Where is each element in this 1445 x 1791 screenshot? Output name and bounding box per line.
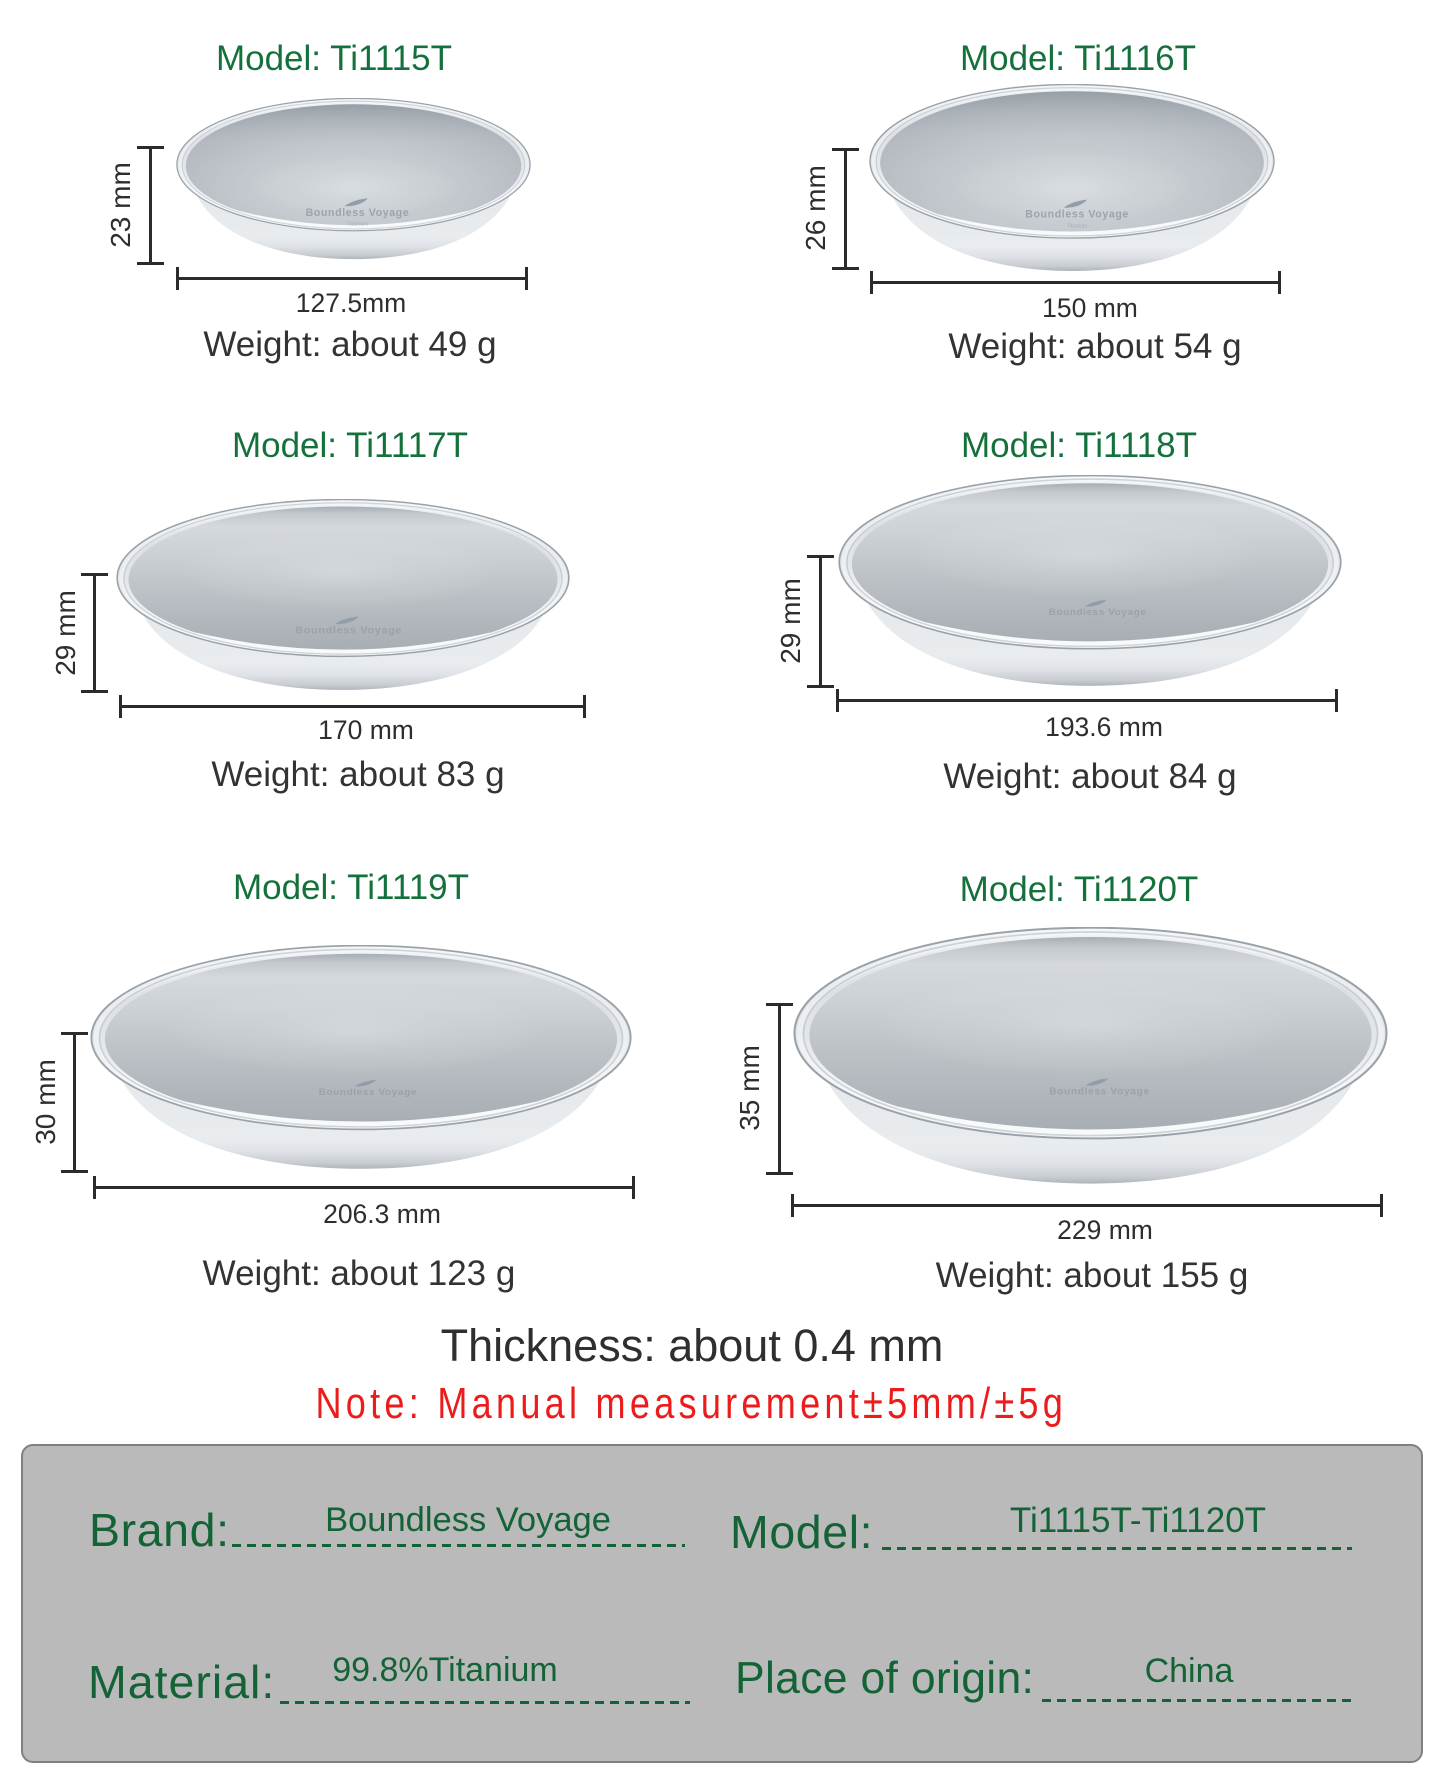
svg-text:Boundless Voyage: Boundless Voyage	[319, 1087, 417, 1098]
svg-text:Boundless Voyage: Boundless Voyage	[295, 625, 402, 637]
svg-text:Titanium: Titanium	[338, 638, 360, 644]
svg-text:Titanium: Titanium	[358, 1099, 377, 1105]
svg-text:Boundless Voyage: Boundless Voyage	[1049, 1087, 1150, 1098]
svg-text:Boundless Voyage: Boundless Voyage	[306, 207, 410, 219]
svg-text:Titanium: Titanium	[1088, 620, 1108, 626]
svg-text:Titanium: Titanium	[1089, 1100, 1110, 1106]
svg-text:Titanium: Titanium	[1067, 223, 1088, 229]
svg-text:Boundless Voyage: Boundless Voyage	[1049, 607, 1147, 618]
svg-text:Titanium: Titanium	[347, 221, 368, 227]
svg-text:Boundless Voyage: Boundless Voyage	[1025, 209, 1129, 221]
